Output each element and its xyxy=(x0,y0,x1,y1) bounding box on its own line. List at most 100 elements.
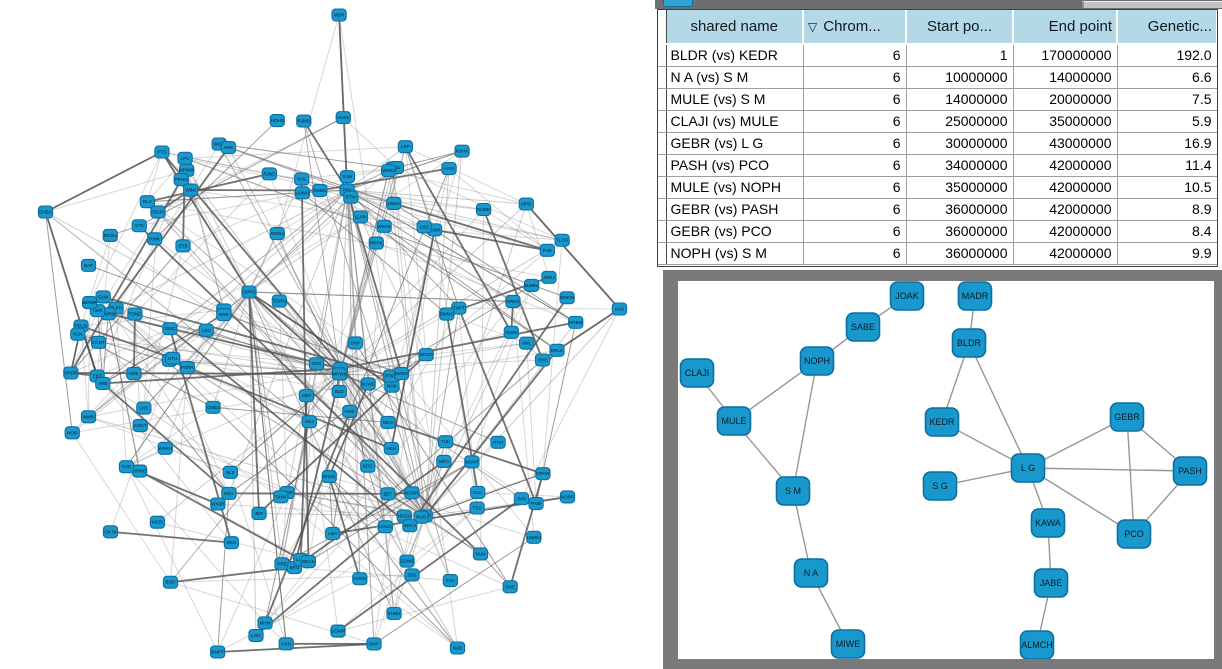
graph-node[interactable]: JER xyxy=(251,506,267,521)
network-edge[interactable] xyxy=(88,302,91,417)
network-edge[interactable] xyxy=(339,373,386,527)
node-shape[interactable] xyxy=(90,335,107,349)
network-edge[interactable] xyxy=(229,472,287,644)
network-edge[interactable] xyxy=(143,407,282,498)
network-edge[interactable] xyxy=(339,239,563,375)
graph-node[interactable]: LLPR xyxy=(352,210,369,224)
network-edge[interactable] xyxy=(383,225,558,351)
graph-node[interactable]: PTG xyxy=(154,145,170,159)
network-edge[interactable] xyxy=(350,196,548,251)
node-shape[interactable] xyxy=(716,406,752,436)
network-edge[interactable] xyxy=(424,308,620,517)
node-shape[interactable] xyxy=(331,384,347,399)
network-edge[interactable] xyxy=(339,146,406,375)
network-edge[interactable] xyxy=(525,203,550,278)
graph-node[interactable]: KUWC xyxy=(360,377,376,391)
node-shape[interactable] xyxy=(296,114,312,128)
graph-node[interactable]: WSAK xyxy=(376,219,392,233)
network-edge[interactable] xyxy=(110,530,232,544)
network-edge[interactable] xyxy=(393,202,548,252)
network-edge[interactable] xyxy=(169,359,341,375)
network-edge[interactable] xyxy=(354,342,361,579)
graph-node[interactable]: NORP xyxy=(559,490,576,504)
graph-node[interactable]: NLE xyxy=(222,465,239,479)
node-shape[interactable] xyxy=(37,205,54,219)
large-network-canvas[interactable]: MDRPSAPTGOHBCPELBKRDREDTAUUMPDBNPTMJBGCG… xyxy=(0,0,663,669)
graph-node[interactable]: KRDR xyxy=(63,366,79,380)
graph-node[interactable]: DMSG xyxy=(393,366,410,381)
node-shape[interactable] xyxy=(539,243,555,257)
node-shape[interactable] xyxy=(126,366,142,381)
node-shape[interactable] xyxy=(352,210,369,224)
node-shape[interactable] xyxy=(559,490,576,504)
graph-node[interactable]: BNPT xyxy=(209,645,226,659)
graph-node[interactable]: BJMM xyxy=(523,278,540,292)
network-edge[interactable] xyxy=(161,151,389,424)
graph-node[interactable]: MJB xyxy=(449,641,466,655)
network-edge[interactable] xyxy=(405,146,527,205)
node-shape[interactable] xyxy=(150,205,166,219)
node-shape[interactable] xyxy=(118,460,135,474)
network-edge[interactable] xyxy=(88,264,225,316)
node-shape[interactable] xyxy=(331,367,348,381)
graph-node[interactable]: RWK xyxy=(147,232,163,246)
network-edge[interactable] xyxy=(346,189,460,309)
node-shape[interactable] xyxy=(830,629,866,659)
filter-icon[interactable]: ▽ xyxy=(808,20,818,34)
node-shape[interactable] xyxy=(294,186,310,200)
network-edge[interactable] xyxy=(255,516,422,636)
network-edge[interactable] xyxy=(172,357,310,423)
node-shape[interactable] xyxy=(503,325,519,339)
network-edge[interactable] xyxy=(70,310,99,374)
graph-node[interactable]: GDWS xyxy=(399,554,415,568)
network-edge[interactable] xyxy=(367,307,460,467)
graph-node[interactable]: PAW xyxy=(528,496,544,511)
node-shape[interactable] xyxy=(331,8,347,22)
graph-node[interactable]: UGMP xyxy=(330,624,346,638)
graph-node[interactable]: RJMB xyxy=(296,114,312,128)
node-shape[interactable] xyxy=(321,470,337,484)
node-shape[interactable] xyxy=(559,291,575,305)
graph-node[interactable]: JABE xyxy=(1033,568,1069,598)
graph-node[interactable]: BLDR xyxy=(951,328,987,358)
graph-node[interactable]: JOAK xyxy=(889,281,925,311)
network-edge[interactable] xyxy=(1027,467,1135,535)
network-edge[interactable] xyxy=(387,421,544,475)
network-edge[interactable] xyxy=(337,497,523,632)
network-edge[interactable] xyxy=(424,151,463,517)
node-shape[interactable] xyxy=(222,465,239,479)
network-edge[interactable] xyxy=(483,209,548,251)
node-shape[interactable] xyxy=(352,572,368,586)
node-shape[interactable] xyxy=(377,520,393,534)
network-edge[interactable] xyxy=(212,406,389,423)
network-edge[interactable] xyxy=(281,492,288,564)
network-edge[interactable] xyxy=(96,375,232,543)
node-shape[interactable] xyxy=(63,366,79,380)
network-edge[interactable] xyxy=(286,189,348,493)
graph-node[interactable]: UUMU xyxy=(294,186,310,200)
network-edge[interactable] xyxy=(182,245,426,517)
graph-node[interactable]: L G xyxy=(1010,453,1046,483)
graph-node[interactable]: SEAS xyxy=(300,555,317,569)
network-edge[interactable] xyxy=(384,526,395,614)
network-edge[interactable] xyxy=(281,461,473,565)
graph-node[interactable]: BDWR xyxy=(82,296,98,310)
node-shape[interactable] xyxy=(368,236,384,250)
node-shape[interactable] xyxy=(149,515,166,529)
network-edge[interactable] xyxy=(71,432,171,583)
node-shape[interactable] xyxy=(271,294,287,308)
network-edge[interactable] xyxy=(276,233,341,375)
network-edge[interactable] xyxy=(509,473,544,588)
tab-chip[interactable] xyxy=(663,0,693,7)
node-shape[interactable] xyxy=(439,307,455,321)
network-edge[interactable] xyxy=(223,314,402,374)
node-shape[interactable] xyxy=(300,555,317,569)
graph-node[interactable]: GLW xyxy=(95,290,111,304)
graph-node[interactable]: STS xyxy=(131,219,147,233)
node-shape[interactable] xyxy=(205,400,221,414)
network-edge[interactable] xyxy=(401,168,450,374)
graph-node[interactable]: BOD xyxy=(162,575,179,589)
graph-node[interactable]: KLN xyxy=(70,327,86,341)
node-shape[interactable] xyxy=(397,140,414,154)
node-shape[interactable] xyxy=(173,172,189,187)
